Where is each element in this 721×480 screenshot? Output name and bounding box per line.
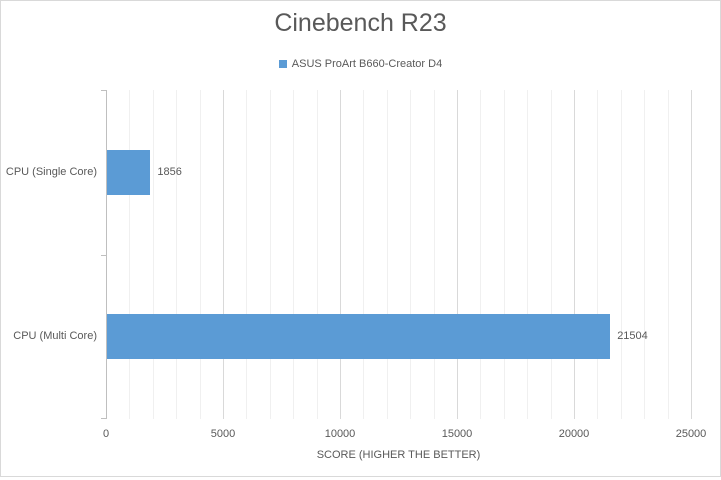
gridline [316,90,318,419]
gridline [269,90,271,419]
gridline [527,90,529,419]
data-label-cpu-multi-core: 21504 [617,330,648,343]
gridline [176,90,178,419]
gridline [386,90,388,419]
gridline [410,90,412,419]
axis-tick [101,255,106,256]
gridline [340,90,341,419]
gridline [223,90,224,419]
legend-label: ASUS ProArt B660-Creator D4 [291,58,443,70]
gridline [433,90,435,419]
category-axis-line [106,90,107,419]
value-axis-labels: 0 5000 10000 15000 20000 25000 [102,428,706,441]
legend-swatch-icon [278,60,287,68]
plot-area: 1856 21504 [101,90,692,419]
x-tick-label: 15000 [441,428,473,440]
category-label-cpu-single-core: CPU (Single Core) [5,165,97,178]
x-tick-label: 20000 [558,428,590,440]
gridline [503,90,505,419]
x-tick-label: 10000 [324,428,356,440]
category-label-cpu-multi-core: CPU (Multi Core) [13,330,97,343]
x-tick-label: 25000 [675,428,707,440]
gridline [246,90,248,419]
bar-cpu-single-core [107,149,151,195]
gridline [457,90,458,419]
gridline [550,90,552,419]
data-label-cpu-single-core: 1856 [157,165,182,178]
gridline [597,90,599,419]
axis-tick [101,90,106,91]
chart-title: Cinebench R23 [274,9,447,37]
legend: ASUS ProArt B660-Creator D4 [1,57,720,71]
gridline [644,90,646,419]
gridline [620,90,622,419]
category-axis-labels: CPU (Single Core) CPU (Multi Core) [1,90,97,419]
gridline [199,90,201,419]
gridline [363,90,365,419]
gridline [293,90,295,419]
gridline [129,90,131,419]
gridline [152,90,154,419]
gridline [667,90,669,419]
gridline [480,90,482,419]
axis-tick [101,418,106,419]
x-tick-label: 5000 [210,428,236,440]
x-tick-label: 0 [102,428,110,440]
gridline [574,90,575,419]
x-axis-title: SCORE (HIGHER THE BETTER) [316,449,481,461]
bar-cpu-multi-core [107,314,611,360]
gridline [691,90,692,419]
